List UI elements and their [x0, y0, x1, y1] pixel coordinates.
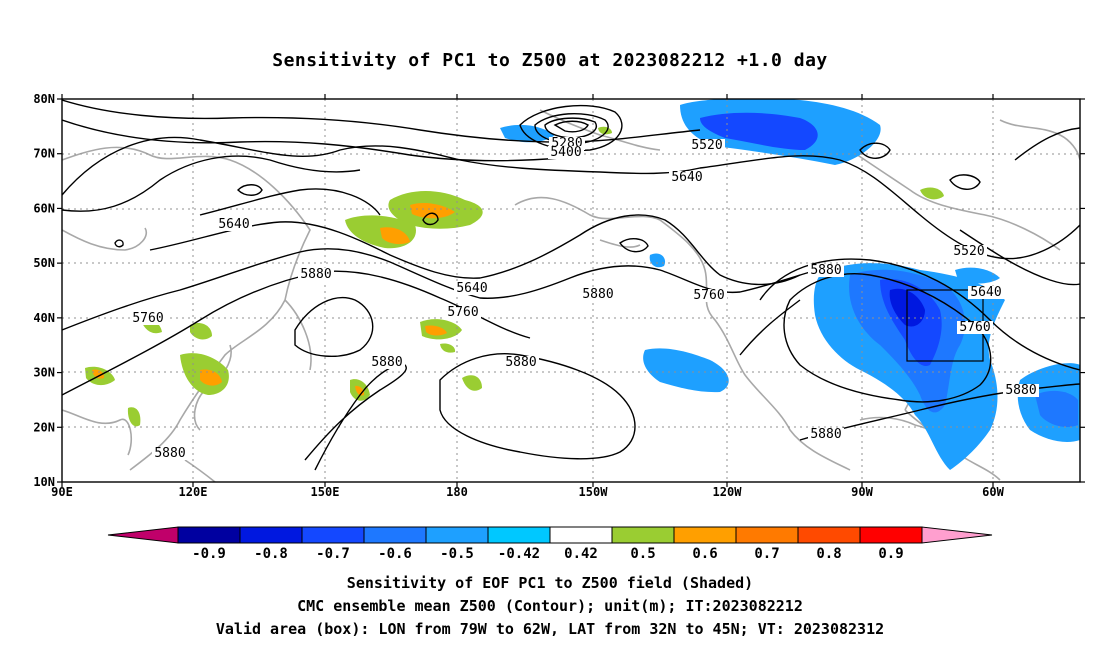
contour-label: 5640 — [671, 170, 702, 185]
lat-tick-label: 20N — [33, 420, 55, 434]
footer-line-2: CMC ensemble mean Z500 (Contour); unit(m… — [297, 597, 803, 615]
contour-label: 5640 — [456, 281, 487, 296]
footer-line-1: Sensitivity of EOF PC1 to Z500 field (Sh… — [346, 574, 754, 592]
colorbar-segment — [549, 526, 613, 544]
colorbar-segment — [177, 526, 241, 544]
colorbar-label: 0.8 — [816, 546, 841, 562]
contour-label: 5640 — [218, 217, 249, 232]
lon-tick-label: 90E — [51, 485, 73, 499]
colorbar-segment — [239, 526, 303, 544]
contour-label: 5760 — [693, 288, 724, 303]
colorbar-segment — [735, 526, 799, 544]
colorbar-label: -0.7 — [316, 546, 350, 562]
colorbar-label: 0.7 — [754, 546, 779, 562]
lat-tick-label: 70N — [33, 147, 55, 161]
contour-label: 5520 — [953, 244, 984, 259]
z500-contours — [62, 99, 1080, 471]
lon-tick-label: 150W — [579, 485, 609, 499]
lon-tick-label: 120W — [713, 485, 743, 499]
contour-label: 5880 — [505, 355, 536, 370]
lat-tick-label: 80N — [33, 92, 55, 106]
lat-tick-label: 30N — [33, 366, 55, 380]
contour-label: 5880 — [582, 287, 613, 302]
contour-label: 5520 — [691, 138, 722, 153]
contour-label: 5880 — [154, 446, 185, 461]
colorbar-label: 0.9 — [878, 546, 903, 562]
colorbar-segment — [859, 526, 923, 544]
footer-line-3: Valid area (box): LON from 79W to 62W, L… — [215, 620, 885, 638]
contour-label: 5880 — [810, 427, 841, 442]
colorbar-label: -0.8 — [254, 546, 288, 562]
colorbar: -0.9 -0.8 -0.7 -0.6 -0.5 -0.42 0.42 0.5 0.6 0.7 0.… — [107, 526, 993, 562]
lat-tick-label: 50N — [33, 256, 55, 270]
colorbar-over-triangle — [921, 526, 993, 544]
colorbar-label: -0.5 — [440, 546, 474, 562]
contour-label: 5760 — [132, 311, 163, 326]
colorbar-label: -0.6 — [378, 546, 412, 562]
contour-label: 5880 — [1005, 383, 1036, 398]
contour-label: 5640 — [970, 285, 1001, 300]
positive-sensitivity-shading — [85, 126, 944, 427]
colorbar-label: 0.5 — [630, 546, 655, 562]
contour-label: 5880 — [371, 355, 402, 370]
colorbar-segment — [425, 526, 489, 544]
contour-label: 5880 — [810, 263, 841, 278]
colorbar-segment — [673, 526, 737, 544]
colorbar-label: -0.42 — [498, 546, 540, 562]
colorbar-segment — [611, 526, 675, 544]
map-title: Sensitivity of PC1 to Z500 at 2023082212… — [272, 50, 828, 71]
lon-tick-label: 90W — [851, 485, 873, 499]
contour-label: 5760 — [959, 320, 990, 335]
colorbar-label: -0.9 — [192, 546, 226, 562]
colorbar-label: 0.6 — [692, 546, 717, 562]
colorbar-segment — [363, 526, 427, 544]
colorbar-label: 0.42 — [564, 546, 598, 562]
plot-frame — [61, 98, 1081, 483]
lon-tick-label: 180 — [446, 485, 468, 499]
lat-tick-label: 10N — [33, 475, 55, 489]
colorbar-under-triangle — [107, 526, 179, 544]
lon-tick-label: 150E — [311, 485, 340, 499]
contour-label: 5880 — [300, 267, 331, 282]
contour-label: 5400 — [550, 145, 581, 160]
contour-label: 5760 — [447, 305, 478, 320]
colorbar-segment — [301, 526, 365, 544]
axes: 10N 20N 30N 40N 50N 60N 70N 80N 90E 120E 150E 180 15… — [33, 92, 1085, 499]
colorbar-segment — [797, 526, 861, 544]
lon-tick-label: 60W — [982, 485, 1004, 499]
lon-tick-label: 120E — [179, 485, 208, 499]
lat-tick-label: 60N — [33, 201, 55, 215]
graticule — [62, 99, 1080, 482]
lat-tick-label: 40N — [33, 311, 55, 325]
colorbar-segment — [487, 526, 551, 544]
